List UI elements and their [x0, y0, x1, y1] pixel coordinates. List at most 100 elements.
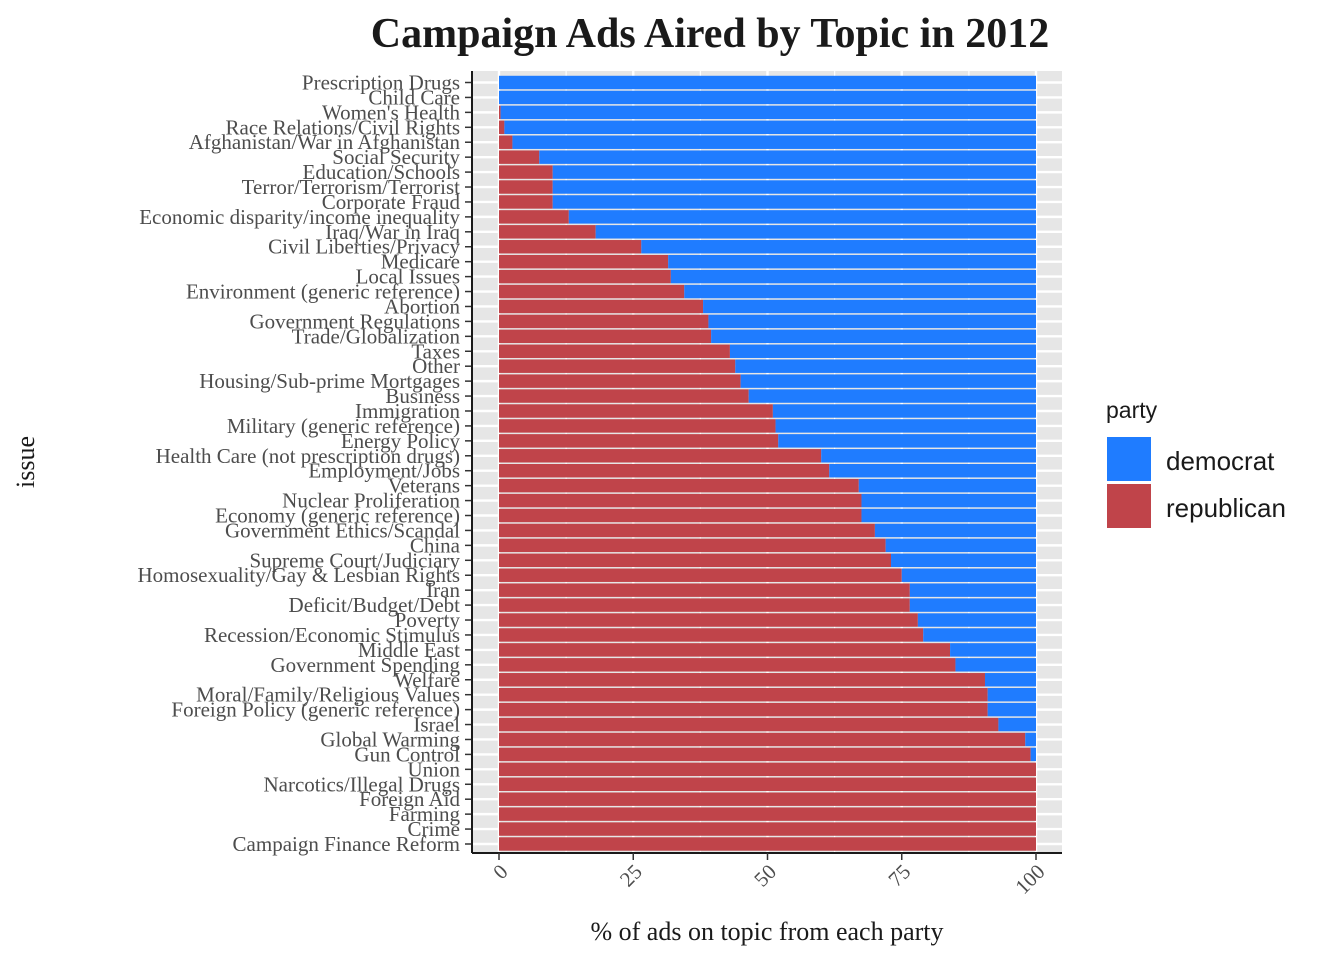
- y-tick-label: Other: [412, 354, 460, 378]
- y-tick-label: Corporate Fraud: [322, 190, 461, 214]
- y-tick-label: Medicare: [381, 250, 460, 274]
- legend-key-democrat: [1107, 437, 1151, 481]
- y-tick-label: Economic disparity/income inequality: [139, 205, 460, 229]
- y-tick-label: Child Care: [368, 85, 460, 109]
- bar-republican: [499, 105, 501, 120]
- bar-democrat: [641, 240, 1036, 254]
- y-tick-label: Homosexuality/Gay & Lesbian Rights: [137, 563, 460, 587]
- bar-republican: [499, 493, 862, 508]
- y-tick-label: Education/Schools: [303, 160, 460, 184]
- bar-republican: [499, 732, 1026, 747]
- y-tick-label: Government Regulations: [249, 309, 460, 333]
- y-tick-label: Recession/Economic Stimulus: [204, 623, 460, 647]
- bar-republican: [499, 180, 553, 194]
- y-tick-label: Race Relations/Civil Rights: [226, 115, 461, 139]
- bar-democrat: [778, 434, 1036, 448]
- y-tick-label: Health Care (not prescription drugs): [156, 444, 460, 468]
- bar-democrat: [552, 165, 1036, 179]
- y-tick-label: Abortion: [384, 294, 460, 318]
- y-tick-label: Iran: [426, 578, 460, 602]
- bar-republican: [499, 508, 862, 523]
- bar-democrat: [499, 75, 1036, 90]
- bar-republican: [499, 195, 553, 209]
- bar-republican: [499, 792, 1036, 806]
- legend-key-republican: [1107, 484, 1151, 528]
- bar-democrat: [552, 180, 1036, 194]
- bar-democrat: [821, 449, 1036, 463]
- bar-republican: [499, 120, 505, 135]
- y-tick-label: Iraq/War in Iraq: [325, 220, 460, 244]
- y-tick-label: Union: [408, 757, 461, 781]
- bar-republican: [499, 583, 910, 597]
- bar-republican: [499, 240, 642, 254]
- y-tick-label: Afghanistan/War in Afghanistan: [189, 130, 461, 154]
- x-axis-title: % of ads on topic from each party: [590, 917, 943, 946]
- bar-democrat: [504, 120, 1036, 135]
- bar-republican: [499, 807, 1036, 821]
- bar-republican: [499, 284, 685, 299]
- bar-republican: [499, 717, 999, 732]
- y-tick-label: Welfare: [394, 668, 460, 692]
- bar-republican: [499, 299, 704, 314]
- y-tick-label: Government Ethics/Scandal: [225, 518, 460, 542]
- bar-republican: [499, 404, 773, 418]
- y-tick-label: Moral/Family/Religious Values: [196, 683, 460, 707]
- bar-democrat: [891, 553, 1036, 568]
- bar-republican: [499, 269, 671, 284]
- bar-republican: [499, 762, 1036, 777]
- bar-republican: [499, 449, 822, 463]
- bar-republican: [499, 658, 956, 672]
- bar-democrat: [703, 299, 1036, 314]
- y-tick-label: Immigration: [355, 399, 460, 423]
- bar-republican: [499, 628, 924, 642]
- bar-republican: [499, 777, 1036, 791]
- bar-republican: [499, 314, 709, 329]
- bar-republican: [499, 359, 736, 373]
- legend: party democrat republican: [1106, 397, 1286, 528]
- bar-democrat: [987, 702, 1036, 717]
- bar-democrat: [512, 135, 1036, 149]
- bar-democrat: [861, 508, 1036, 523]
- bar-republican: [499, 254, 669, 269]
- bar-democrat: [874, 523, 1036, 538]
- y-tick-label: Campaign Finance Reform: [233, 832, 460, 856]
- x-tick-label: 50: [749, 860, 781, 892]
- y-tick-label: Poverty: [395, 608, 461, 632]
- bar-democrat: [829, 463, 1036, 478]
- y-tick-label: Civil Liberties/Privacy: [268, 235, 460, 259]
- y-tick-label: Foreign Aid: [359, 787, 460, 811]
- bar-democrat: [684, 284, 1036, 299]
- y-tick-label: China: [410, 533, 461, 557]
- bar-democrat: [499, 90, 1036, 105]
- bar-democrat: [909, 598, 1036, 612]
- x-tick-label: 0: [488, 860, 512, 884]
- bar-democrat: [1030, 747, 1036, 762]
- x-tick-label: 75: [883, 860, 915, 892]
- y-tick-label: Global Warming: [320, 727, 460, 751]
- bar-republican: [499, 613, 918, 627]
- bar-republican: [499, 135, 513, 149]
- y-tick-label: Government Spending: [270, 653, 460, 677]
- bar-democrat: [500, 105, 1037, 120]
- y-tick-label: Social Security: [332, 145, 460, 169]
- y-tick-label: Local Issues: [356, 265, 460, 289]
- bar-democrat: [711, 329, 1036, 344]
- bar-republican: [499, 673, 985, 687]
- bar-democrat: [923, 628, 1036, 642]
- bar-republican: [499, 643, 951, 657]
- y-tick-label: Women's Health: [322, 100, 460, 124]
- x-axis: 0 25 50 75 100: [472, 852, 1062, 899]
- legend-label-democrat: democrat: [1166, 446, 1275, 476]
- bar-republican: [499, 374, 741, 388]
- y-tick-label: Farming: [389, 802, 461, 826]
- y-tick-label: Terror/Terrorism/Terrorist: [242, 175, 461, 199]
- bar-republican: [499, 538, 886, 553]
- bar-republican: [499, 225, 596, 239]
- bar-democrat: [740, 374, 1036, 388]
- bar-republican: [499, 463, 830, 478]
- bar-republican: [499, 553, 892, 568]
- bar-republican: [499, 165, 553, 179]
- bar-democrat: [917, 613, 1036, 627]
